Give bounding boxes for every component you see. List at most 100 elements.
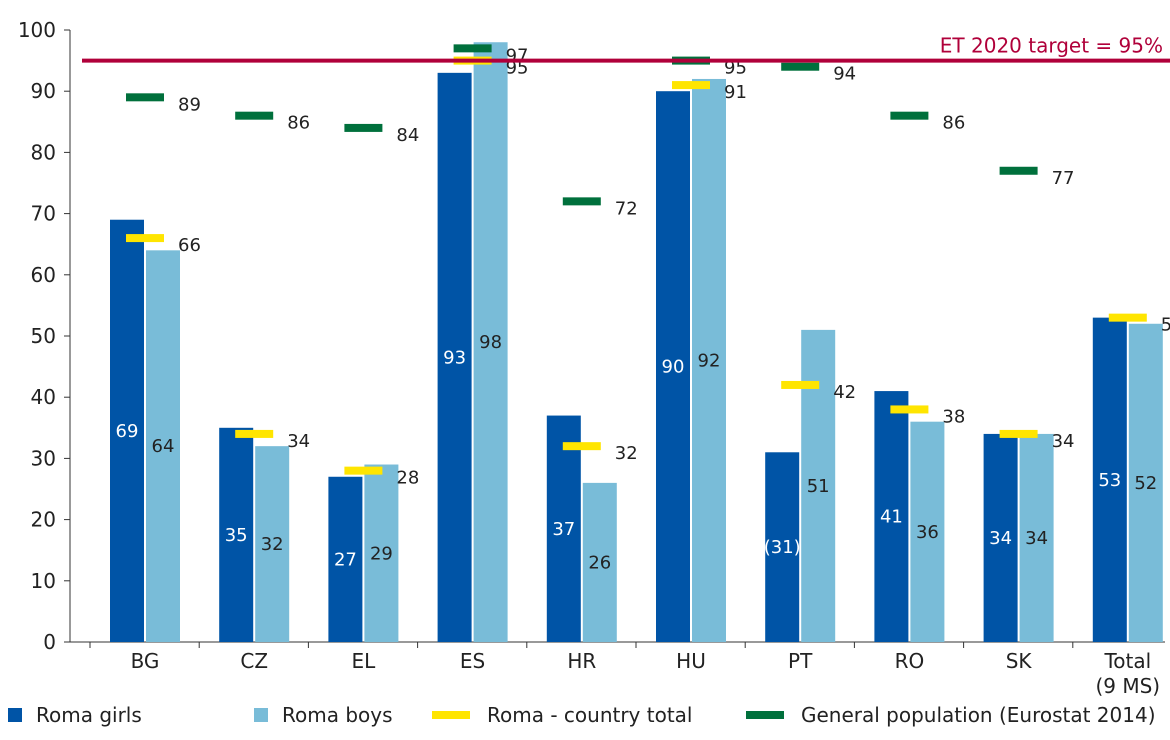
- bar: [219, 427, 254, 642]
- legend-label: Roma boys: [282, 703, 393, 727]
- marker-value-label: 77: [1052, 168, 1075, 189]
- marker: [890, 111, 929, 120]
- x-tick-label: PT: [788, 649, 813, 673]
- marker-value-label: 97: [506, 45, 529, 66]
- marker: [126, 93, 164, 102]
- bar-value-label: 53: [1098, 470, 1121, 491]
- marker: [562, 442, 601, 451]
- marker: [344, 466, 383, 475]
- marker: [126, 234, 164, 243]
- bar-value-label: 41: [880, 507, 903, 528]
- x-tick-label: Total: [1103, 649, 1151, 673]
- legend-swatch: [432, 711, 470, 719]
- bar: [255, 446, 290, 642]
- bar-value-label: 98: [479, 332, 502, 353]
- marker-value-label: 95: [724, 58, 747, 79]
- y-tick-label: 20: [31, 508, 56, 532]
- bar-value-label: 34: [1025, 528, 1048, 549]
- y-tick-label: 80: [31, 140, 56, 164]
- legend-label: Roma girls: [36, 703, 142, 727]
- data-labels: 69 64 35 32 27 29 93 98 37 26 90 92 (31) 51 41 36 34 34 53…: [116, 45, 1170, 573]
- bar-value-label: 36: [916, 522, 939, 543]
- bar-value-label: 37: [552, 519, 575, 540]
- x-tick-label: RO: [895, 649, 925, 673]
- bar: [1019, 433, 1054, 642]
- x-tick-label: (9 MS): [1095, 674, 1160, 698]
- bar: [1128, 323, 1163, 642]
- marker-value-label: 32: [615, 443, 638, 464]
- x-tick-label: CZ: [240, 649, 268, 673]
- legend-swatch: [746, 711, 784, 719]
- marker-value-label: 34: [1052, 431, 1075, 452]
- marker-value-label: 66: [178, 235, 201, 256]
- bar: [473, 42, 508, 643]
- marker: [672, 81, 710, 90]
- x-tick-label: EL: [352, 649, 377, 673]
- bar-value-label: 34: [989, 528, 1012, 549]
- marker-value-label: 34: [287, 431, 310, 452]
- y-tick-label: 60: [31, 263, 56, 287]
- marker-value-label: 72: [615, 198, 638, 219]
- bar: [910, 421, 945, 642]
- bar-value-label: 64: [152, 436, 175, 457]
- marker-value-label: 28: [396, 468, 419, 489]
- bars: [110, 42, 1163, 643]
- marker: [235, 111, 274, 120]
- bar-value-label: 69: [116, 421, 139, 442]
- legend: Roma girls Roma boys Roma - country total G…: [8, 703, 1156, 727]
- bar: [765, 452, 800, 642]
- x-tick-label: SK: [1006, 649, 1033, 673]
- bar-value-label: 51: [807, 476, 830, 497]
- marker: [890, 405, 929, 414]
- marker-value-label: 86: [287, 113, 310, 134]
- bar-value-label: 93: [443, 347, 466, 368]
- y-tick-label: 100: [18, 18, 56, 42]
- marker: [562, 197, 601, 206]
- marker-value-label: 91: [724, 82, 747, 103]
- bar-value-label: 92: [698, 350, 721, 371]
- marker-value-label: 89: [178, 94, 201, 115]
- bar: [692, 78, 726, 642]
- y-tick-label: 0: [43, 630, 56, 654]
- bar: [582, 482, 617, 642]
- x-tick-label: ES: [460, 649, 485, 673]
- bar-value-label: 26: [588, 552, 611, 573]
- bar: [437, 72, 472, 643]
- y-tick-label: 50: [31, 324, 56, 348]
- y-tick-label: 30: [31, 446, 56, 470]
- bar-value-label: 29: [370, 543, 393, 564]
- bar: [1092, 317, 1127, 642]
- bar-value-label: 35: [225, 525, 248, 546]
- marker: [344, 123, 383, 132]
- marker-value-label: 84: [396, 125, 419, 146]
- bar-value-label: (31): [764, 537, 801, 558]
- y-tick-label: 90: [31, 79, 56, 103]
- bar: [656, 91, 690, 642]
- axes: 0 10 20 30 40 50 60 70 80 90 100 BG CZ EL ES HR HU PT RO SK…: [18, 18, 1165, 698]
- marker: [781, 380, 820, 389]
- legend-swatch: [8, 708, 22, 722]
- marker-value-label: 38: [942, 406, 965, 427]
- marker: [1108, 313, 1147, 322]
- bar-value-label: 90: [662, 357, 685, 378]
- bar-value-label: 52: [1134, 473, 1157, 494]
- marker: [453, 44, 492, 53]
- bar: [983, 433, 1018, 642]
- bar-value-label: 32: [261, 534, 284, 555]
- target-line-group: ET 2020 target = 95%: [82, 34, 1170, 63]
- legend-label: General population (Eurostat 2014): [801, 703, 1156, 727]
- legend-label: Roma - country total: [487, 703, 692, 727]
- markers: [126, 44, 1147, 475]
- marker-value-label: 53: [1161, 315, 1170, 336]
- y-tick-label: 70: [31, 202, 56, 226]
- marker: [999, 166, 1038, 175]
- y-tick-label: 10: [31, 569, 56, 593]
- x-tick-label: BG: [131, 649, 160, 673]
- bar: [874, 391, 909, 642]
- marker-value-label: 94: [833, 64, 856, 85]
- bar: [328, 476, 363, 642]
- bar: [546, 415, 581, 642]
- bar-value-label: 27: [334, 549, 357, 570]
- marker-value-label: 42: [833, 382, 856, 403]
